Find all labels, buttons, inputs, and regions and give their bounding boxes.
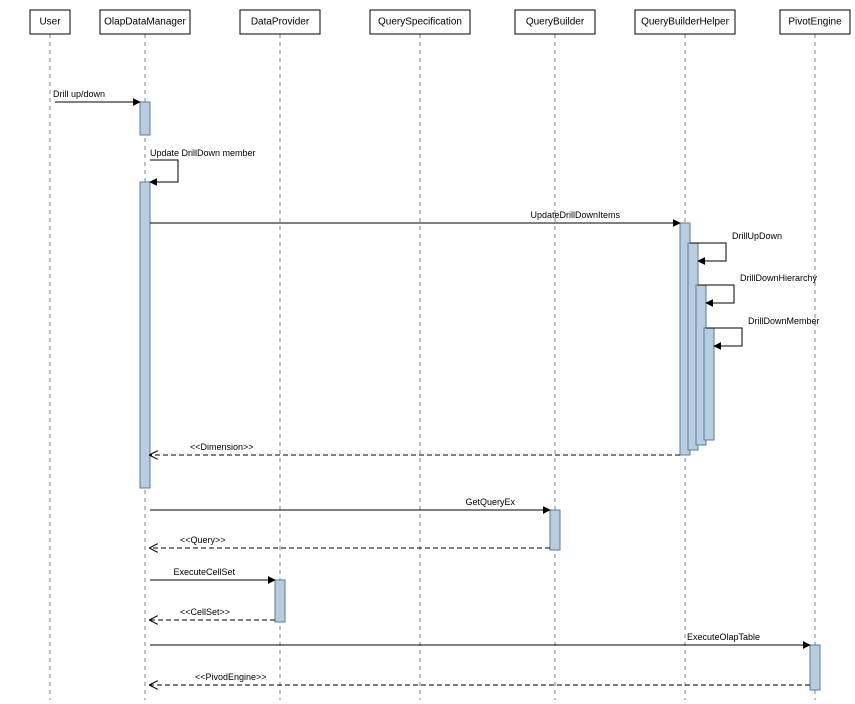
message-self-1: [150, 160, 178, 182]
message-label-11: ExecuteOlapTable: [687, 632, 760, 642]
activation-odm-1: [140, 182, 150, 488]
sequence-diagram: User OlapDataManager DataProvider QuerySpec…: [0, 0, 855, 704]
participant-label-pe: PivotEngine: [788, 17, 842, 28]
message-label-5: DrillDownMember: [748, 316, 820, 326]
message-label-8: <<Query>>: [180, 535, 226, 545]
activation-dp-7: [275, 580, 285, 622]
participant-label-qb: QueryBuilder: [526, 17, 585, 28]
participant-label-qs: QuerySpecification: [378, 17, 462, 28]
activation-qbh-5: [704, 328, 714, 440]
participant-label-user: User: [39, 17, 61, 28]
message-label-9: ExecuteCellSet: [173, 567, 235, 577]
message-label-7: GetQueryEx: [465, 497, 515, 507]
message-label-6: <<Dimension>>: [190, 442, 254, 452]
message-label-0: Drill up/down: [53, 89, 105, 99]
participant-label-dp: DataProvider: [251, 17, 310, 28]
participant-label-odm: OlapDataManager: [104, 17, 186, 28]
message-label-1: Update DrillDown member: [150, 148, 256, 158]
message-label-10: <<CellSet>>: [180, 607, 230, 617]
activation-odm-0: [140, 102, 150, 135]
activation-qb-6: [550, 510, 560, 550]
message-label-12: <<PivodEngine>>: [195, 672, 267, 682]
message-label-3: DrillUpDown: [732, 231, 782, 241]
participant-label-qbh: QueryBuilderHelper: [641, 17, 729, 28]
activation-pe-8: [810, 645, 820, 690]
message-label-4: DrillDownHierarchy: [740, 273, 818, 283]
message-label-2: UpdateDrillDownItems: [530, 210, 620, 220]
